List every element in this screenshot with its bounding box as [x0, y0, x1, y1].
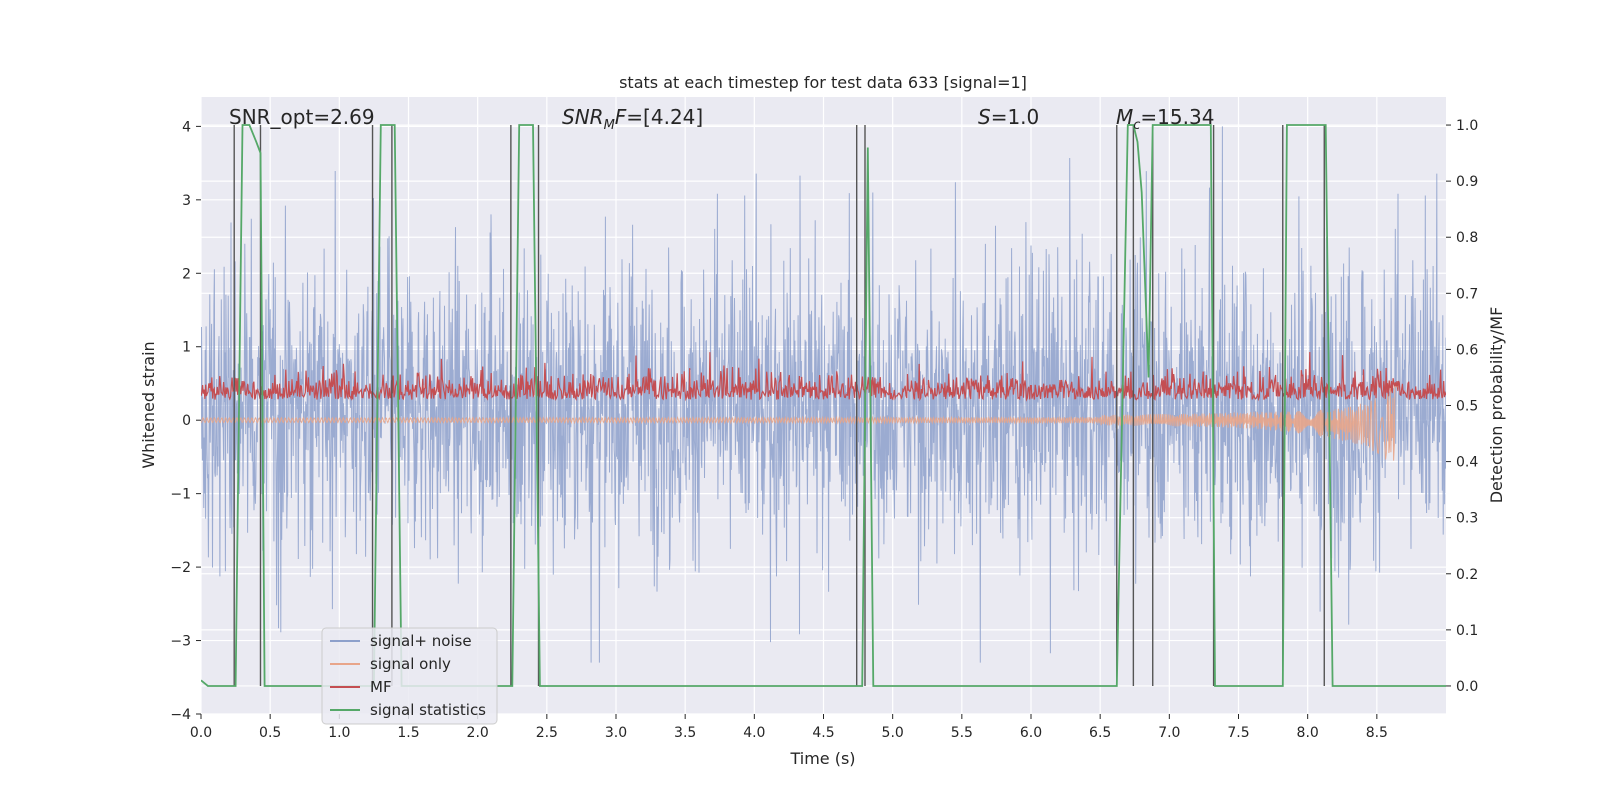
y-right-tick-label: 0.5 [1456, 399, 1478, 415]
y-axis-right-label: Detection probability/MF [1487, 307, 1506, 504]
signal-noise-series [201, 126, 1446, 663]
y-tick-label: −1 [170, 487, 191, 503]
y-right-tick-label: 0.6 [1456, 342, 1478, 358]
legend-label: MF [370, 678, 392, 696]
y-tick-label: −3 [170, 634, 191, 650]
annotation-snr-mf-sub: M [604, 118, 615, 133]
y-axis-right: 0.0 0.1 0.2 0.3 0.4 0.5 0.6 0.7 0.8 0.9 1.0 [1446, 118, 1478, 695]
y-right-tick-label: 1.0 [1456, 118, 1478, 134]
y-tick-label: 0 [182, 413, 191, 429]
x-tick-label: 7.0 [1158, 725, 1180, 741]
x-tick-label: 3.5 [674, 725, 696, 741]
x-tick-label: 0.0 [190, 725, 212, 741]
legend-label: signal only [370, 655, 451, 673]
signal-statistics-series [201, 124, 1446, 687]
legend-item-signal-noise: signal+ noise [330, 632, 472, 650]
y-right-tick-label: 0.8 [1456, 230, 1478, 246]
x-tick-label: 1.0 [328, 725, 350, 741]
mf-line [201, 351, 1446, 402]
y-right-tick-label: 0.7 [1456, 286, 1478, 302]
x-tick-label: 5.0 [882, 725, 904, 741]
x-axis-label: Time (s) [789, 749, 855, 768]
x-tick-label: 4.0 [743, 725, 765, 741]
mf-series [201, 351, 1446, 402]
x-tick-label: 8.5 [1366, 725, 1388, 741]
x-tick-label: 6.5 [1089, 725, 1111, 741]
chart-title: stats at each timestep for test data 633… [619, 73, 1027, 92]
x-tick-label: 7.5 [1227, 725, 1249, 741]
y-tick-label: 2 [182, 266, 191, 282]
signal-only-line [201, 386, 1398, 461]
legend-label: signal statistics [370, 701, 486, 719]
y-right-tick-label: 0.4 [1456, 455, 1478, 471]
annotation-mc-sub: c [1133, 118, 1140, 133]
y-axis-left: −4 −3 −2 −1 0 1 2 3 4 [170, 119, 201, 723]
y-right-tick-label: 0.1 [1456, 623, 1478, 639]
x-tick-label: 3.0 [605, 725, 627, 741]
x-tick-label: 6.0 [1020, 725, 1042, 741]
annotation-mc-symbol: M [1116, 105, 1133, 129]
x-axis: 0.0 0.5 1.0 1.5 2.0 2.5 3.0 3.5 4.0 4.5 5.0 5.5 6.0 6… [190, 714, 1388, 741]
x-tick-label: 8.0 [1297, 725, 1319, 741]
legend-item-mf: MF [330, 678, 392, 696]
y-right-tick-label: 0.9 [1456, 174, 1478, 190]
x-tick-label: 4.5 [812, 725, 834, 741]
annotation-snr-opt: SNR_opt=2.69 [229, 105, 375, 129]
y-tick-label: −4 [170, 707, 191, 723]
x-tick-label: 2.0 [467, 725, 489, 741]
annotation-s: S=1.0 [978, 105, 1039, 129]
y-right-tick-label: 0.0 [1456, 679, 1478, 695]
y-tick-label: 1 [182, 340, 191, 356]
signal-only-series [201, 386, 1398, 461]
annotation-snr-mf-symbol: SNR [562, 105, 604, 129]
y-axis-label: Whitened strain [139, 341, 158, 468]
legend: signal+ noise signal only MF signal stat… [321, 627, 498, 725]
annotation-snr-mf: SNRMF=[4.24] [562, 105, 703, 133]
y-right-tick-label: 0.3 [1456, 511, 1478, 527]
annotation-s-value: =1.0 [991, 105, 1040, 129]
y-tick-label: 4 [182, 119, 191, 135]
y-right-tick-label: 0.2 [1456, 567, 1478, 583]
legend-box [321, 627, 498, 725]
x-tick-label: 2.5 [536, 725, 558, 741]
annotation-snr-mf-symbol2: F [615, 105, 627, 129]
signal-noise-line [201, 126, 1446, 663]
y-tick-label: −2 [170, 560, 191, 576]
legend-label: signal+ noise [370, 632, 472, 650]
signal-statistics-line [201, 124, 1446, 687]
x-tick-label: 5.5 [951, 725, 973, 741]
annotation-snr-mf-value: =[4.24] [626, 105, 703, 129]
legend-item-signal-only: signal only [330, 655, 451, 673]
x-tick-label: 1.5 [397, 725, 419, 741]
legend-item-signal-statistics: signal statistics [330, 701, 486, 719]
annotation-s-symbol: S [978, 105, 991, 129]
annotation-mc-value: =15.34 [1140, 105, 1214, 129]
y-tick-label: 3 [182, 193, 191, 209]
x-tick-label: 0.5 [259, 725, 281, 741]
annotation-mc: Mc=15.34 [1116, 105, 1214, 133]
